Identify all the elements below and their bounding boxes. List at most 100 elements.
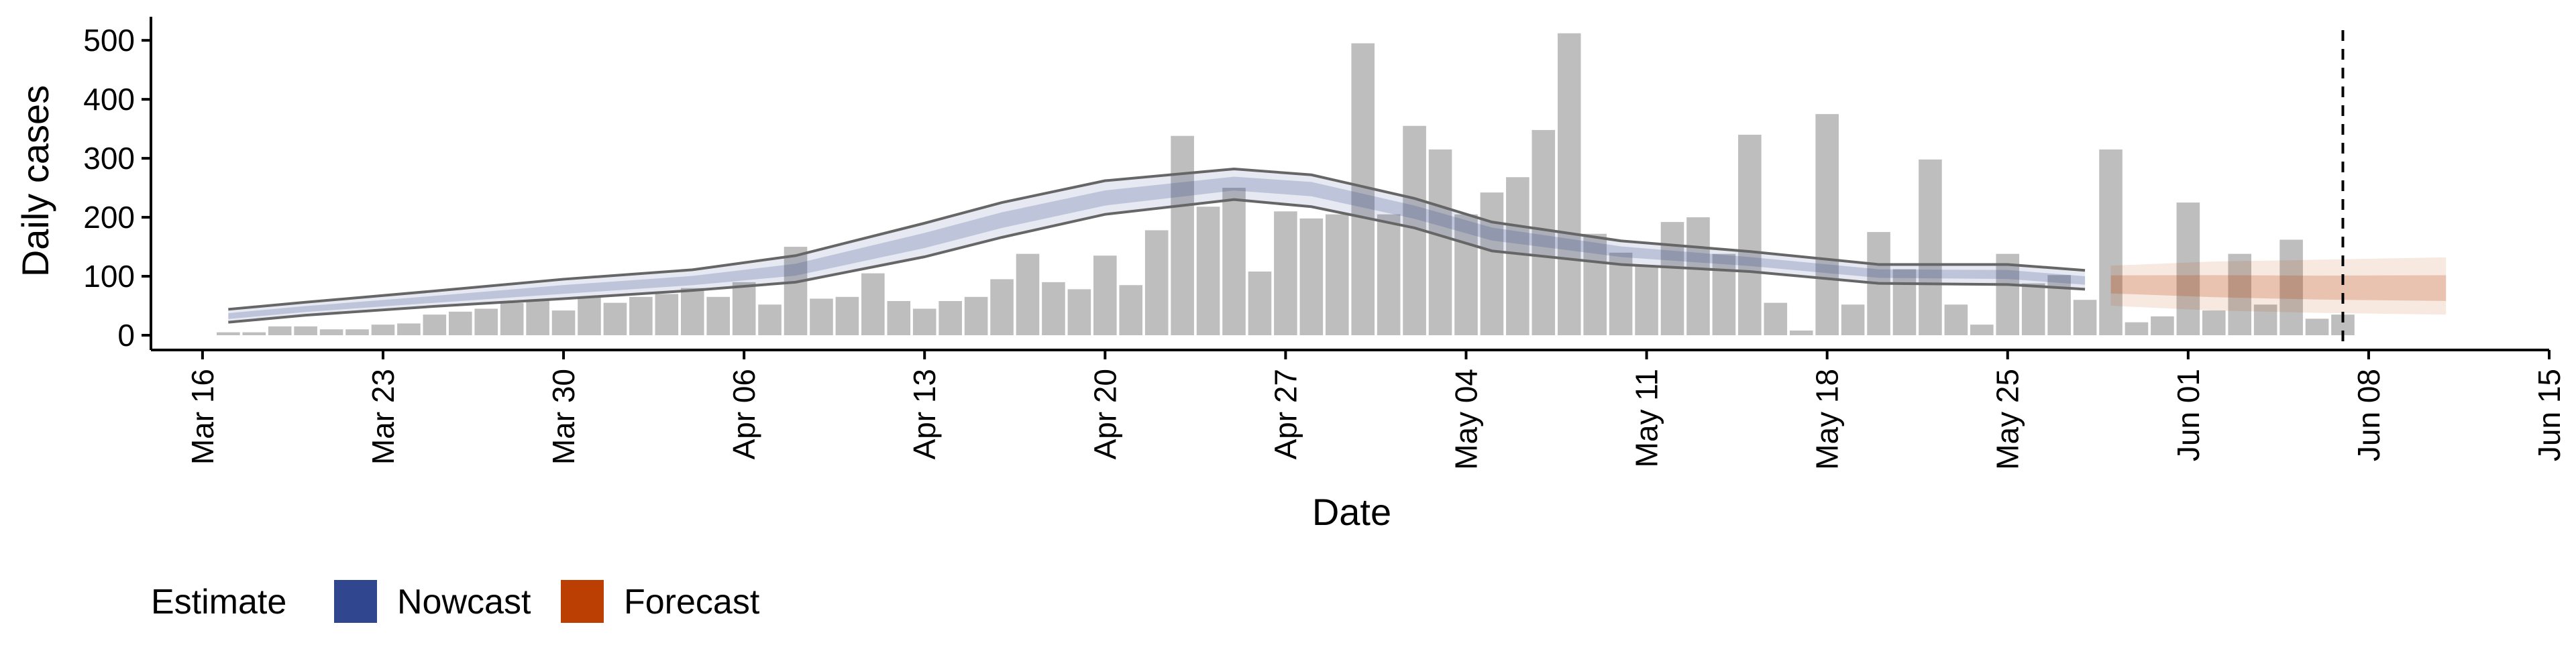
x-tick-label: Apr 27: [1268, 369, 1303, 460]
bar: [2047, 275, 2071, 336]
bar: [448, 311, 472, 336]
bar: [680, 288, 704, 336]
bar: [2228, 253, 2252, 336]
bar: [1919, 159, 1942, 336]
bar: [1016, 253, 1040, 336]
bar: [1377, 214, 1401, 336]
bar: [603, 302, 627, 336]
bar: [706, 296, 730, 336]
bar: [1660, 222, 1684, 336]
bar: [1067, 289, 1091, 336]
x-tick-label: Apr 13: [907, 369, 942, 460]
ribbons-layer: [228, 168, 2447, 322]
bar: [2021, 283, 2045, 336]
x-tick-label: Mar 23: [366, 369, 400, 465]
bar: [2279, 239, 2303, 336]
bar: [861, 273, 885, 336]
bar: [2099, 149, 2123, 336]
y-tick-label: 300: [83, 141, 135, 176]
bar: [1222, 188, 1246, 336]
nowcast-band-inner: [228, 176, 2086, 319]
bar: [2151, 316, 2174, 336]
y-tick-label: 100: [83, 259, 135, 294]
legend-swatch-nowcast: [334, 580, 377, 623]
x-tick-label: May 11: [1629, 369, 1664, 467]
bar: [2176, 202, 2200, 336]
y-tick-label: 400: [83, 82, 135, 117]
bar: [1299, 218, 1324, 336]
legend-label-nowcast: Nowcast: [397, 583, 531, 622]
bar: [1996, 253, 2020, 336]
forecast-band-inner: [2110, 275, 2447, 301]
bar: [1274, 211, 1297, 336]
bar: [551, 310, 576, 336]
x-tick-label: Jun 01: [2171, 369, 2206, 461]
bar: [371, 325, 395, 336]
bar: [1454, 214, 1478, 336]
x-tick-label: Mar 30: [546, 369, 581, 465]
bar: [500, 302, 524, 336]
bar: [1325, 214, 1349, 336]
bar: [1970, 325, 1994, 336]
bar: [1248, 272, 1272, 336]
bounds-layer: [228, 167, 2086, 324]
y-tick-label: 500: [83, 23, 135, 58]
bar: [294, 326, 317, 336]
bar: [2253, 304, 2277, 336]
bar: [1196, 207, 1220, 336]
x-tick-label: May 18: [1810, 369, 1845, 470]
x-tick-label: May 25: [1990, 369, 2025, 470]
bar: [526, 300, 549, 336]
bar: [423, 314, 447, 336]
bar: [1119, 285, 1143, 336]
bar: [758, 304, 782, 336]
legend: Estimate Nowcast Forecast: [151, 580, 760, 623]
bar: [1428, 149, 1452, 336]
bar: [1686, 217, 1710, 336]
legend-label-forecast: Forecast: [624, 583, 760, 622]
bar: [835, 296, 859, 336]
bar: [1815, 114, 1839, 336]
bar: [268, 326, 292, 336]
bar: [1789, 330, 1813, 336]
axes-layer: 0 100 200 300 400 500 Mar 16 Mar 23 Mar 30 Apr 06…: [83, 17, 2567, 470]
bar: [1635, 266, 1658, 336]
bar: [810, 298, 833, 336]
bar: [1712, 253, 1736, 336]
bar: [2202, 310, 2226, 336]
bar: [655, 294, 679, 336]
bar: [732, 282, 756, 336]
bar: [1532, 129, 1556, 336]
bar: [578, 296, 601, 336]
bar: [964, 296, 988, 336]
bar: [1583, 233, 1607, 336]
bar: [1944, 304, 1968, 336]
bar: [887, 300, 911, 336]
bar: [1892, 269, 1917, 336]
nowcast-band-90: [228, 168, 2086, 322]
x-tick-label: Jun 08: [2351, 369, 2386, 461]
x-tick-label: Apr 20: [1087, 369, 1122, 460]
forecast-band-90: [2110, 257, 2447, 315]
bar: [1557, 33, 1581, 336]
x-tick-label: Jun 15: [2532, 369, 2567, 461]
bar: [1506, 177, 1529, 336]
bar: [217, 332, 240, 336]
bar: [2125, 322, 2149, 336]
bar: [1841, 304, 1865, 336]
nowcast-lower-line: [228, 198, 2086, 324]
bar: [784, 247, 808, 336]
bar: [397, 323, 421, 336]
bar: [1144, 230, 1169, 336]
legend-title: Estimate: [151, 583, 286, 622]
x-axis-title: Date: [1312, 491, 1391, 533]
bar: [629, 296, 653, 336]
x-tick-label: Mar 16: [185, 369, 220, 465]
y-tick-label: 0: [117, 318, 135, 353]
legend-swatch-forecast: [561, 580, 604, 623]
bar: [912, 308, 936, 336]
bar: [345, 329, 369, 336]
bar: [319, 329, 343, 336]
bar: [1738, 134, 1762, 336]
